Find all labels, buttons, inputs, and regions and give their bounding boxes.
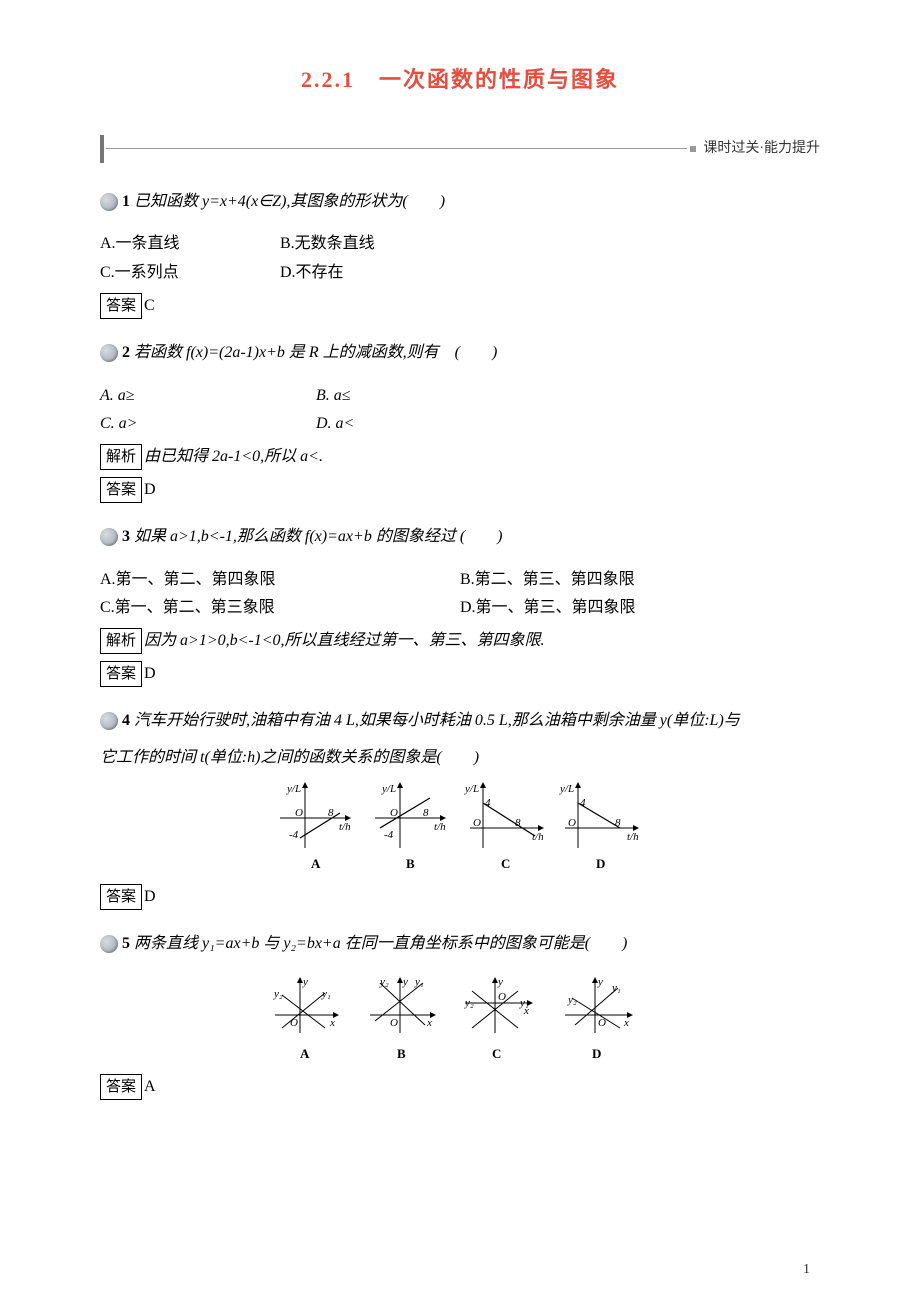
- option-c: C.第一、第二、第三象限: [100, 594, 460, 623]
- q-number: 1: [122, 193, 130, 210]
- svg-text:y: y: [302, 976, 308, 988]
- svg-text:y₁: y₁: [519, 997, 529, 1009]
- answer-label: 答案: [100, 293, 142, 319]
- header-dot: [690, 146, 696, 152]
- solution-text: 由已知得 2a-1<0,所以 a<.: [144, 448, 323, 465]
- svg-text:t/h: t/h: [434, 821, 446, 833]
- doc-title: 2.2.1 一次函数的性质与图象: [100, 60, 820, 100]
- svg-text:x: x: [426, 1017, 432, 1029]
- solution-label: 解析: [100, 444, 142, 470]
- q-number: 3: [122, 528, 130, 545]
- option-c: C.一系列点: [100, 259, 280, 288]
- question-2: 2若函数 f(x)=(2a-1)x+b 是 R 上的减函数,则有 ( ) A. …: [100, 339, 820, 505]
- option-a: A. a≥: [100, 382, 316, 411]
- sphere-icon: [100, 935, 118, 953]
- answer-value: D: [144, 481, 156, 498]
- sphere-icon: [100, 528, 118, 546]
- option-a: A.第一、第二、第四象限: [100, 566, 460, 595]
- answer-label: 答案: [100, 1074, 142, 1100]
- svg-text:A: A: [311, 856, 321, 871]
- q-text: 如果 a>1,b<-1,那么函数 f(x)=ax+b 的图象经过 ( ): [134, 528, 502, 545]
- svg-text:C: C: [492, 1046, 501, 1061]
- svg-text:B: B: [397, 1046, 406, 1061]
- svg-text:C: C: [501, 856, 510, 871]
- answer-value: D: [144, 665, 156, 682]
- q-text-cont: 它工作的时间 t(单位:h)之间的函数关系的图象是( ): [100, 744, 820, 773]
- svg-text:B: B: [406, 856, 415, 871]
- option-c: C. a>: [100, 410, 316, 439]
- q-text: 已知函数 y=x+4(x∈Z),其图象的形状为( ): [134, 193, 445, 210]
- solution-text: 因为 a>1>0,b<-1<0,所以直线经过第一、第三、第四象限.: [144, 632, 545, 649]
- svg-text:y₂: y₂: [464, 997, 474, 1009]
- section-header: 课时过关·能力提升: [100, 135, 820, 163]
- option-d: D. a<: [316, 410, 820, 439]
- q-number: 4: [122, 712, 130, 729]
- question-1: 1已知函数 y=x+4(x∈Z),其图象的形状为( ) A.一条直线 B.无数条…: [100, 188, 820, 321]
- svg-text:y: y: [597, 976, 603, 988]
- sphere-icon: [100, 344, 118, 362]
- svg-text:y/L: y/L: [559, 783, 574, 795]
- svg-text:y/L: y/L: [286, 783, 301, 795]
- svg-text:x: x: [329, 1017, 335, 1029]
- svg-text:O: O: [295, 807, 303, 819]
- answer-value: D: [144, 888, 156, 905]
- svg-text:D: D: [592, 1046, 601, 1061]
- svg-text:y: y: [497, 976, 503, 988]
- svg-text:y/L: y/L: [381, 783, 396, 795]
- svg-text:D: D: [596, 856, 605, 871]
- q-text: 汽车开始行驶时,油箱中有油 4 L,如果每小时耗油 0.5 L,那么油箱中剩余油…: [134, 712, 740, 729]
- svg-text:A: A: [300, 1046, 310, 1061]
- option-b: B.无数条直线: [280, 230, 460, 259]
- svg-text:t/h: t/h: [339, 821, 351, 833]
- sphere-icon: [100, 193, 118, 211]
- header-label: 课时过关·能力提升: [703, 136, 820, 161]
- answer-value: A: [144, 1078, 156, 1095]
- question-4: 4汽车开始行驶时,油箱中有油 4 L,如果每小时耗油 0.5 L,那么油箱中剩余…: [100, 707, 820, 912]
- solution-label: 解析: [100, 628, 142, 654]
- svg-text:t/h: t/h: [627, 831, 639, 843]
- sphere-icon: [100, 712, 118, 730]
- svg-text:-4: -4: [384, 829, 394, 841]
- svg-text:y₂: y₂: [273, 988, 283, 1000]
- option-b: B.第二、第三、第四象限: [460, 566, 820, 595]
- svg-text:t/h: t/h: [532, 831, 544, 843]
- svg-text:8: 8: [423, 807, 429, 819]
- svg-text:y/L: y/L: [464, 783, 479, 795]
- svg-text:O: O: [473, 817, 481, 829]
- header-bar: [100, 135, 104, 163]
- question-5: 5两条直线 y₁=ax+b 与 y₂=bx+a 在同一直角坐标系中的图象可能是(…: [100, 930, 820, 1102]
- question-3: 3如果 a>1,b<-1,那么函数 f(x)=ax+b 的图象经过 ( ) A.…: [100, 523, 820, 689]
- q-text: 若函数 f(x)=(2a-1)x+b 是 R 上的减函数,则有 ( ): [134, 344, 497, 361]
- q-text: 两条直线 y₁=ax+b 与 y₂=bx+a 在同一直角坐标系中的图象可能是( …: [134, 935, 627, 952]
- svg-text:O: O: [390, 1017, 398, 1029]
- svg-text:y: y: [402, 976, 408, 988]
- q4-figure: y/L t/h O 8 -4 A y/L t/h O 8 -4 B: [100, 778, 820, 873]
- q-number: 5: [122, 935, 130, 952]
- svg-text:O: O: [568, 817, 576, 829]
- answer-label: 答案: [100, 477, 142, 503]
- answer-label: 答案: [100, 884, 142, 910]
- option-a: A.一条直线: [100, 230, 280, 259]
- q5-figure: y x O y₂ y₁ A y x O y₂ y₁ B: [100, 973, 820, 1063]
- answer-value: C: [144, 297, 155, 314]
- header-line: [106, 148, 687, 149]
- svg-text:x: x: [623, 1017, 629, 1029]
- option-d: D.不存在: [280, 259, 460, 288]
- option-d: D.第一、第三、第四象限: [460, 594, 820, 623]
- answer-label: 答案: [100, 661, 142, 687]
- svg-text:y₁: y₁: [321, 988, 331, 1000]
- q-number: 2: [122, 344, 130, 361]
- svg-text:-4: -4: [289, 829, 299, 841]
- option-b: B. a≤: [316, 382, 820, 411]
- page-number: 1: [803, 1257, 810, 1282]
